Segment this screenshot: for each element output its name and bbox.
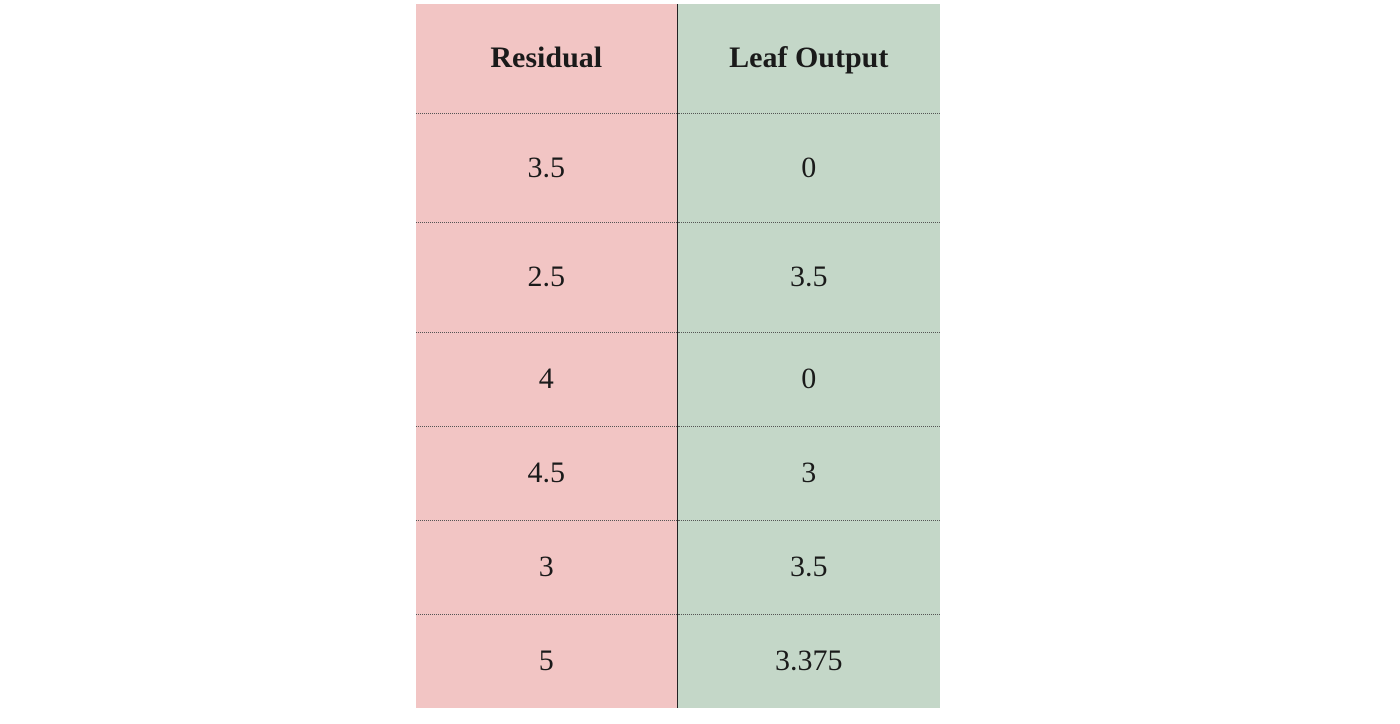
table-row: 4 0 xyxy=(416,332,940,427)
residual-cell: 3 xyxy=(416,520,678,615)
leaf-output-cell: 3.5 xyxy=(677,520,940,615)
residual-cell: 3.5 xyxy=(416,113,678,223)
residual-leaf-table: Residual Leaf Output 3.5 0 2.5 3.5 4 0 4… xyxy=(416,4,940,708)
data-table-container: Residual Leaf Output 3.5 0 2.5 3.5 4 0 4… xyxy=(416,4,940,708)
residual-cell: 2.5 xyxy=(416,222,678,333)
leaf-output-cell: 0 xyxy=(677,332,940,427)
leaf-output-cell: 0 xyxy=(677,113,940,223)
leaf-output-cell: 3.5 xyxy=(677,222,940,333)
residual-cell: 4.5 xyxy=(416,426,678,521)
table-row: 5 3.375 xyxy=(416,614,940,708)
table-row: 2.5 3.5 xyxy=(416,222,940,333)
table-row: 4.5 3 xyxy=(416,426,940,521)
table-row: 3.5 0 xyxy=(416,113,940,223)
residual-cell: 4 xyxy=(416,332,678,427)
leaf-output-cell: 3 xyxy=(677,426,940,521)
header-residual: Residual xyxy=(416,4,678,114)
leaf-output-cell: 3.375 xyxy=(677,614,940,708)
header-leaf-output: Leaf Output xyxy=(677,4,940,114)
table-header-row: Residual Leaf Output xyxy=(416,4,940,114)
table-row: 3 3.5 xyxy=(416,520,940,615)
residual-cell: 5 xyxy=(416,614,678,708)
